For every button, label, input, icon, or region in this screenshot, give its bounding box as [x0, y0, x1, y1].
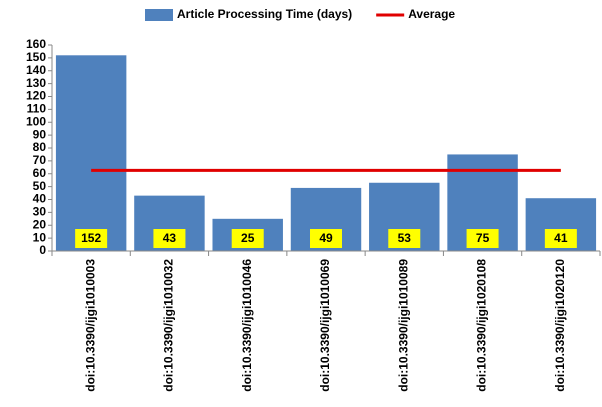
x-tick-label: doi:10.3390/ijgi1020120	[553, 259, 567, 392]
data-label: 53	[398, 231, 412, 245]
data-label: 75	[476, 231, 490, 245]
data-label-box	[310, 229, 342, 248]
data-label: 152	[81, 231, 101, 245]
y-tick-label: 50	[33, 179, 47, 193]
x-tick-label: doi:10.3390/ijgi1010003	[83, 259, 97, 392]
x-tick-label: doi:10.3390/ijgi1010046	[240, 259, 254, 392]
data-label-box	[388, 229, 421, 248]
y-tick-label: 150	[26, 50, 46, 64]
legend-label: Article Processing Time (days)	[177, 7, 352, 21]
x-tick-label: doi:10.3390/ijgi1020108	[475, 259, 489, 392]
legend-label: Average	[408, 7, 455, 21]
x-tick-label: doi:10.3390/ijgi1010069	[318, 259, 332, 392]
bar	[55, 55, 127, 251]
y-tick-label: 130	[26, 76, 46, 90]
y-tick-label: 30	[33, 205, 47, 219]
data-label: 25	[241, 231, 255, 245]
y-tick-label: 90	[33, 127, 47, 141]
data-label-box	[231, 229, 264, 248]
y-tick-label: 20	[33, 217, 47, 231]
y-tick-label: 140	[26, 63, 46, 77]
data-label-box	[544, 229, 577, 248]
y-tick-label: 10	[33, 230, 47, 244]
x-tick-label: doi:10.3390/ijgi1010089	[396, 259, 410, 392]
data-label-box	[153, 229, 186, 248]
y-tick-label: 120	[26, 89, 46, 103]
y-tick-label: 0	[39, 243, 46, 257]
data-label-box	[466, 229, 499, 248]
data-label: 43	[163, 231, 177, 245]
x-tick-label: doi:10.3390/ijgi1010032	[162, 259, 176, 392]
y-tick-label: 110	[27, 102, 47, 116]
y-tick-label: 160	[26, 37, 46, 51]
y-tick-label: 70	[33, 153, 47, 167]
y-tick-label: 80	[33, 140, 47, 154]
y-tick-label: 100	[26, 114, 46, 128]
data-label: 49	[319, 231, 333, 245]
legend-swatch	[145, 9, 173, 21]
data-label-box	[75, 229, 108, 248]
y-tick-label: 60	[33, 166, 47, 180]
data-label: 41	[554, 231, 568, 245]
y-tick-label: 40	[33, 192, 47, 206]
